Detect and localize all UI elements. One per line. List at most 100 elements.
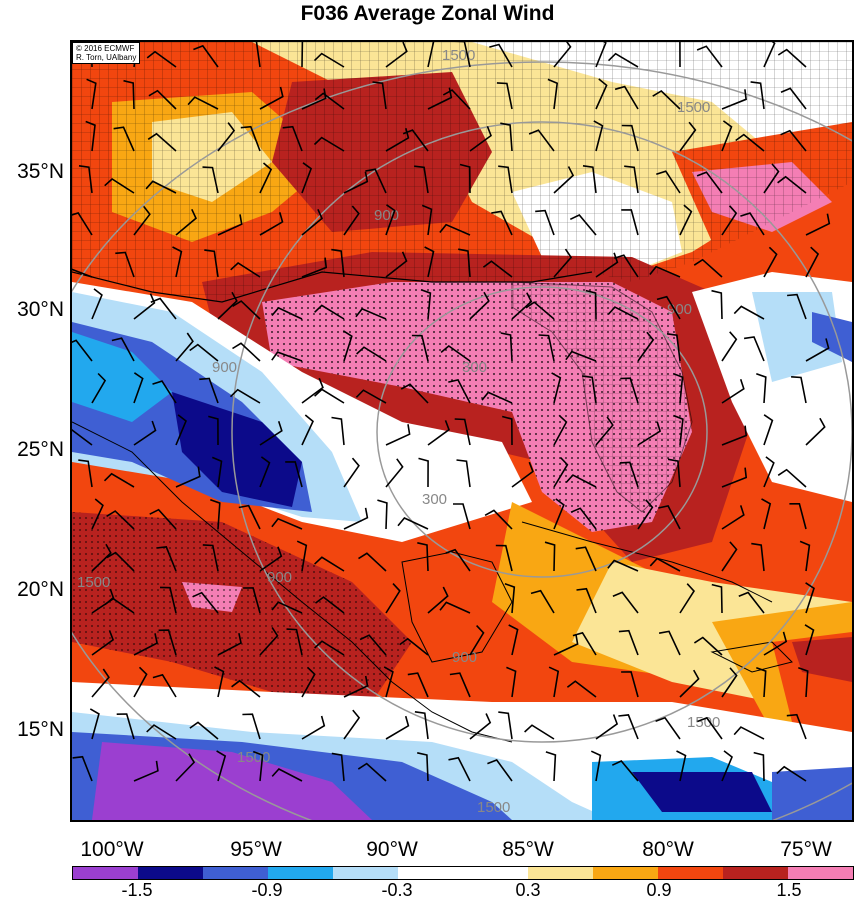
- wind-barb: [791, 376, 807, 404]
- county-boundaries: [72, 42, 852, 302]
- wind-barb: [271, 517, 303, 530]
- wind-barb: [383, 666, 394, 698]
- wind-barb: [414, 711, 429, 740]
- contour-label: 900: [667, 301, 692, 318]
- contour-label: 1500: [477, 799, 510, 816]
- wind-barb: [385, 251, 408, 278]
- wind-barb: [72, 339, 93, 362]
- wind-barb: [91, 668, 110, 698]
- wind-barb: [565, 350, 597, 362]
- wind-barb: [204, 249, 219, 278]
- wind-barb: [798, 667, 809, 698]
- wind-barb: [679, 204, 693, 236]
- gulf-coastline: [72, 271, 593, 303]
- wind-barb: [618, 629, 639, 656]
- wind-barb: [585, 289, 597, 320]
- wind-barb: [595, 78, 608, 110]
- mexico-coastline: [72, 421, 513, 743]
- wind-barb: [314, 304, 345, 320]
- wind-barb: [624, 165, 639, 194]
- wind-barb: [733, 726, 765, 740]
- colorbar-swatch: [528, 867, 593, 879]
- wind-barb: [418, 457, 429, 488]
- wind-barb: [763, 246, 778, 278]
- wind-barb: [133, 633, 159, 656]
- wind-barb: [421, 204, 433, 236]
- wind-barb: [72, 268, 93, 278]
- wind-barb: [469, 291, 490, 320]
- wind-barb: [484, 509, 513, 530]
- wind-barb: [756, 373, 767, 404]
- wind-barb: [358, 552, 387, 572]
- field-purple-south: [92, 742, 372, 820]
- wind-barb: [582, 165, 597, 194]
- wind-barb: [721, 331, 738, 362]
- wind-barb: [85, 120, 96, 152]
- wind-barb: [548, 666, 560, 698]
- wind-barb: [454, 42, 471, 68]
- wind-barb: [658, 504, 681, 530]
- wind-barb: [504, 582, 516, 614]
- wind-barb: [763, 163, 780, 194]
- wind-barb: [679, 42, 681, 68]
- wind-barb: [343, 709, 361, 740]
- wind-barb: [621, 124, 639, 152]
- wind-barb: [501, 415, 513, 446]
- wind-barb: [799, 540, 811, 572]
- wind-barb: [372, 81, 387, 110]
- wind-barb: [750, 81, 765, 110]
- wind-barb: [576, 587, 597, 614]
- colorbar-swatch: [788, 867, 853, 879]
- colorbar-label: 0.9: [646, 880, 672, 900]
- wind-barb: [133, 760, 159, 782]
- lat-label: 25°N: [17, 438, 64, 461]
- credit-box: © 2016 ECMWF R. Torn, UAlbany: [72, 42, 141, 64]
- colorbar-swatch: [593, 867, 658, 879]
- wind-barb: [500, 332, 513, 362]
- wind-barb: [693, 258, 723, 278]
- wind-barb: [439, 601, 471, 614]
- wind-barb: [343, 675, 369, 698]
- colorbar-label: -1.5: [121, 880, 153, 900]
- wind-barb: [607, 306, 639, 320]
- wind-barb: [721, 120, 733, 152]
- wind-barb: [458, 248, 471, 278]
- wind-barb: [495, 544, 513, 572]
- wind-barb: [359, 634, 387, 656]
- wind-barb: [553, 498, 565, 530]
- contour-label: 900: [267, 569, 292, 586]
- wind-barb: [313, 52, 345, 68]
- wind-barb: [763, 42, 776, 68]
- wind-barb: [210, 499, 221, 530]
- wind-barb: [693, 636, 723, 656]
- lon-label: 95°W: [230, 838, 282, 861]
- field-blue-atlantic: [812, 312, 852, 362]
- wind-barb: [175, 208, 197, 236]
- wind-barb: [620, 377, 639, 404]
- wind-barb: [569, 214, 597, 236]
- wind-barb: [314, 556, 345, 572]
- wind-barb: [786, 713, 807, 740]
- wind-barb: [133, 420, 157, 446]
- credit-line: © 2016 ECMWF: [76, 44, 135, 53]
- wind-barb: [424, 246, 435, 278]
- wind-barb: [595, 416, 614, 446]
- map-title: F036 Average Zonal Wind: [300, 2, 555, 25]
- wind-barb: [271, 601, 303, 614]
- zonal-wind-map: 300 300 900 900 900 900 900 1500 1500 15…: [70, 40, 854, 822]
- wind-barb: [259, 421, 283, 446]
- wind-barb: [175, 466, 201, 488]
- wind-barb: [214, 666, 225, 698]
- wind-barb: [524, 724, 555, 740]
- wind-barb: [147, 132, 177, 152]
- colorbar-label: 1.5: [776, 880, 802, 900]
- wind-barb: [414, 165, 429, 194]
- wind-barb: [259, 626, 279, 656]
- wind-barb: [106, 551, 135, 572]
- wind-barb: [427, 420, 450, 446]
- wind-barb: [230, 261, 261, 278]
- wind-barb: [357, 762, 387, 782]
- wind-barb: [123, 79, 135, 110]
- wind-barb: [104, 597, 135, 614]
- wind-barb: [535, 209, 555, 236]
